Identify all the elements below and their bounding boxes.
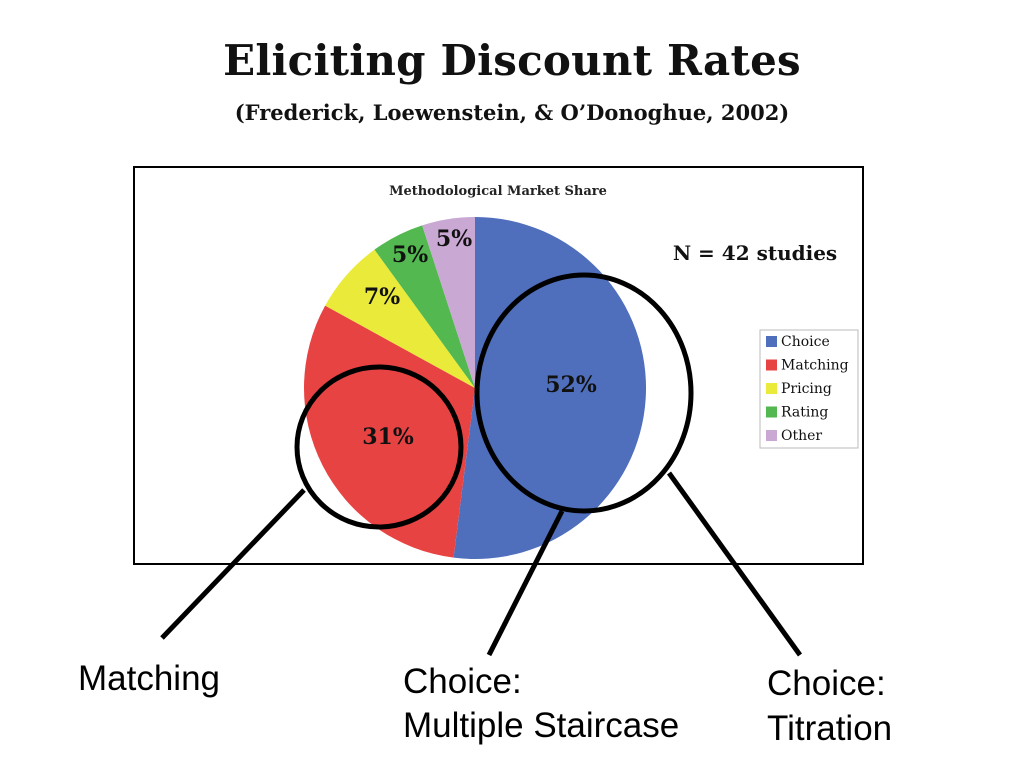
matching-highlight-circle (294, 364, 464, 530)
pie-slice-other (422, 217, 475, 388)
slide-subtitle: (Frederick, Loewenstein, & O’Donoghue, 2… (234, 100, 790, 125)
legend-label-matching: Matching (781, 358, 849, 374)
pie-label-pricing: 7% (364, 284, 400, 310)
sample-size-annotation: N = 42 studies (673, 241, 837, 265)
pie-slice-pricing (325, 249, 475, 388)
legend-swatch-choice (766, 336, 777, 347)
staircase-caption-line2: Multiple Staircase (403, 706, 680, 745)
pie-label-choice: 52% (545, 372, 597, 398)
pie-label-matching: 31% (362, 424, 414, 450)
titration-leader-line (666, 471, 803, 657)
legend: Choice Matching Pricing Rating Other (759, 329, 859, 449)
legend-label-other: Other (781, 428, 822, 444)
pie-label-rating: 5% (392, 242, 428, 268)
staircase-caption-line1: Choice: (403, 662, 522, 701)
legend-swatch-matching (766, 359, 777, 371)
titration-caption-line1: Choice: (767, 664, 886, 703)
pie-slices (303, 217, 647, 559)
legend-label-rating: Rating (781, 405, 828, 421)
staircase-highlight-circle (474, 272, 694, 514)
matching-caption: Matching (78, 659, 221, 698)
legend-swatch-rating (766, 406, 777, 418)
legend-swatch-other (766, 430, 777, 441)
titration-caption-line2: Titration (767, 709, 893, 748)
pie-label-other: 5% (436, 226, 472, 252)
pie-slice-rating (374, 225, 475, 388)
legend-label-pricing: Pricing (781, 381, 832, 397)
chart-title: Methodological Market Share (389, 184, 607, 199)
pie-slice-choice (453, 217, 647, 559)
matching-leader-line (160, 488, 306, 640)
legend-swatch-pricing (766, 383, 777, 394)
staircase-leader-line (486, 509, 565, 657)
legend-label-choice: Choice (781, 334, 830, 350)
slide-title: Eliciting Discount Rates (223, 36, 801, 85)
pie-labels: 52% 31% 7% 5% 5% (362, 226, 597, 450)
pie-slice-matching (303, 305, 475, 558)
